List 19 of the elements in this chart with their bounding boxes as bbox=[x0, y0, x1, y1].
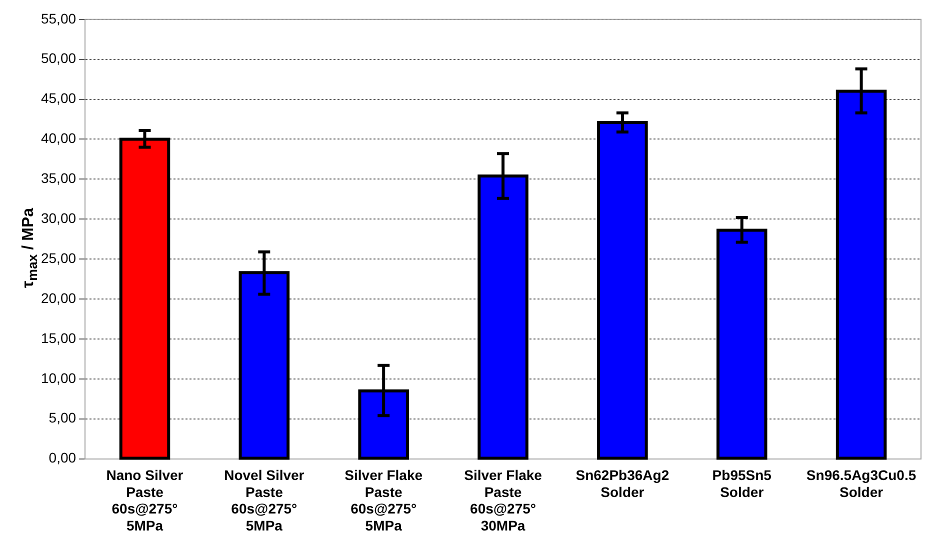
y-tick-label: 0,00 bbox=[48, 450, 76, 466]
y-tick-label: 20,00 bbox=[40, 290, 76, 306]
y-tick-label: 15,00 bbox=[40, 330, 76, 346]
y-tick-label: 35,00 bbox=[40, 170, 76, 186]
y-tick-label: 30,00 bbox=[40, 210, 76, 226]
y-tick-label: 55,00 bbox=[40, 10, 76, 26]
y-tick-label: 25,00 bbox=[40, 250, 76, 266]
x-tick-label: Sn96.5Ag3Cu0.5 Solder bbox=[806, 467, 916, 500]
y-tick-label: 10,00 bbox=[40, 370, 76, 386]
x-tick-label: Silver Flake Paste 60s@275° 30MPa bbox=[464, 467, 542, 534]
x-tick-label: Sn62Pb36Ag2 Solder bbox=[576, 467, 670, 500]
x-tick-label: Nano Silver Paste 60s@275° 5MPa bbox=[106, 467, 184, 534]
x-tick-label: Novel Silver Paste 60s@275° 5MPa bbox=[224, 467, 305, 534]
x-tick-label: Silver Flake Paste 60s@275° 5MPa bbox=[344, 467, 423, 534]
y-tick-label: 40,00 bbox=[40, 130, 76, 146]
y-tick-label: 5,00 bbox=[48, 410, 76, 426]
x-tick-label: Pb95Sn5 Solder bbox=[712, 467, 772, 500]
y-tick-label: 45,00 bbox=[40, 90, 76, 106]
y-tick-label: 50,00 bbox=[40, 50, 76, 66]
